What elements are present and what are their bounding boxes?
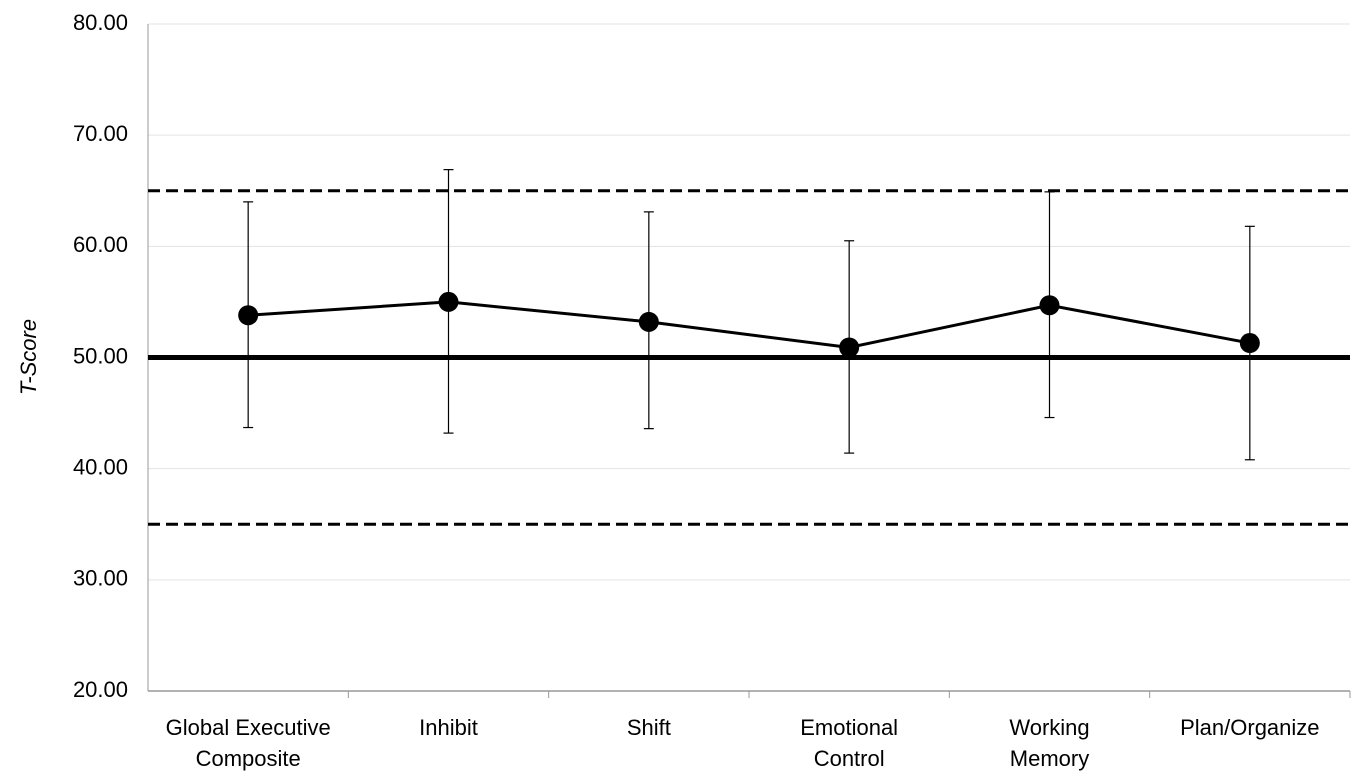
y-tick-label: 70.00 [73, 121, 128, 146]
data-point [1039, 295, 1060, 316]
data-point [1239, 333, 1260, 354]
data-point [839, 337, 860, 358]
x-tick-label: Emotional Control [800, 715, 898, 771]
y-tick-label: 20.00 [73, 677, 128, 702]
x-tick-label: Plan/Organize [1180, 715, 1319, 740]
x-tick-label: Global Executive Composite [166, 715, 331, 771]
data-line [248, 300, 1251, 350]
y-tick-label: 60.00 [73, 232, 128, 257]
x-tick-label: Working Memory [1009, 715, 1089, 771]
data-point [238, 305, 259, 326]
data-point [438, 291, 459, 312]
y-tick-label: 50.00 [73, 343, 128, 368]
y-tick-label: 80.00 [73, 10, 128, 35]
x-tick-label: Shift [627, 715, 671, 740]
y-axis-label: T-Score [16, 319, 41, 395]
data-point [638, 311, 659, 332]
x-tick-label: Inhibit [419, 715, 478, 740]
y-tick-label: 30.00 [73, 566, 128, 591]
y-tick-label: 40.00 [73, 454, 128, 479]
